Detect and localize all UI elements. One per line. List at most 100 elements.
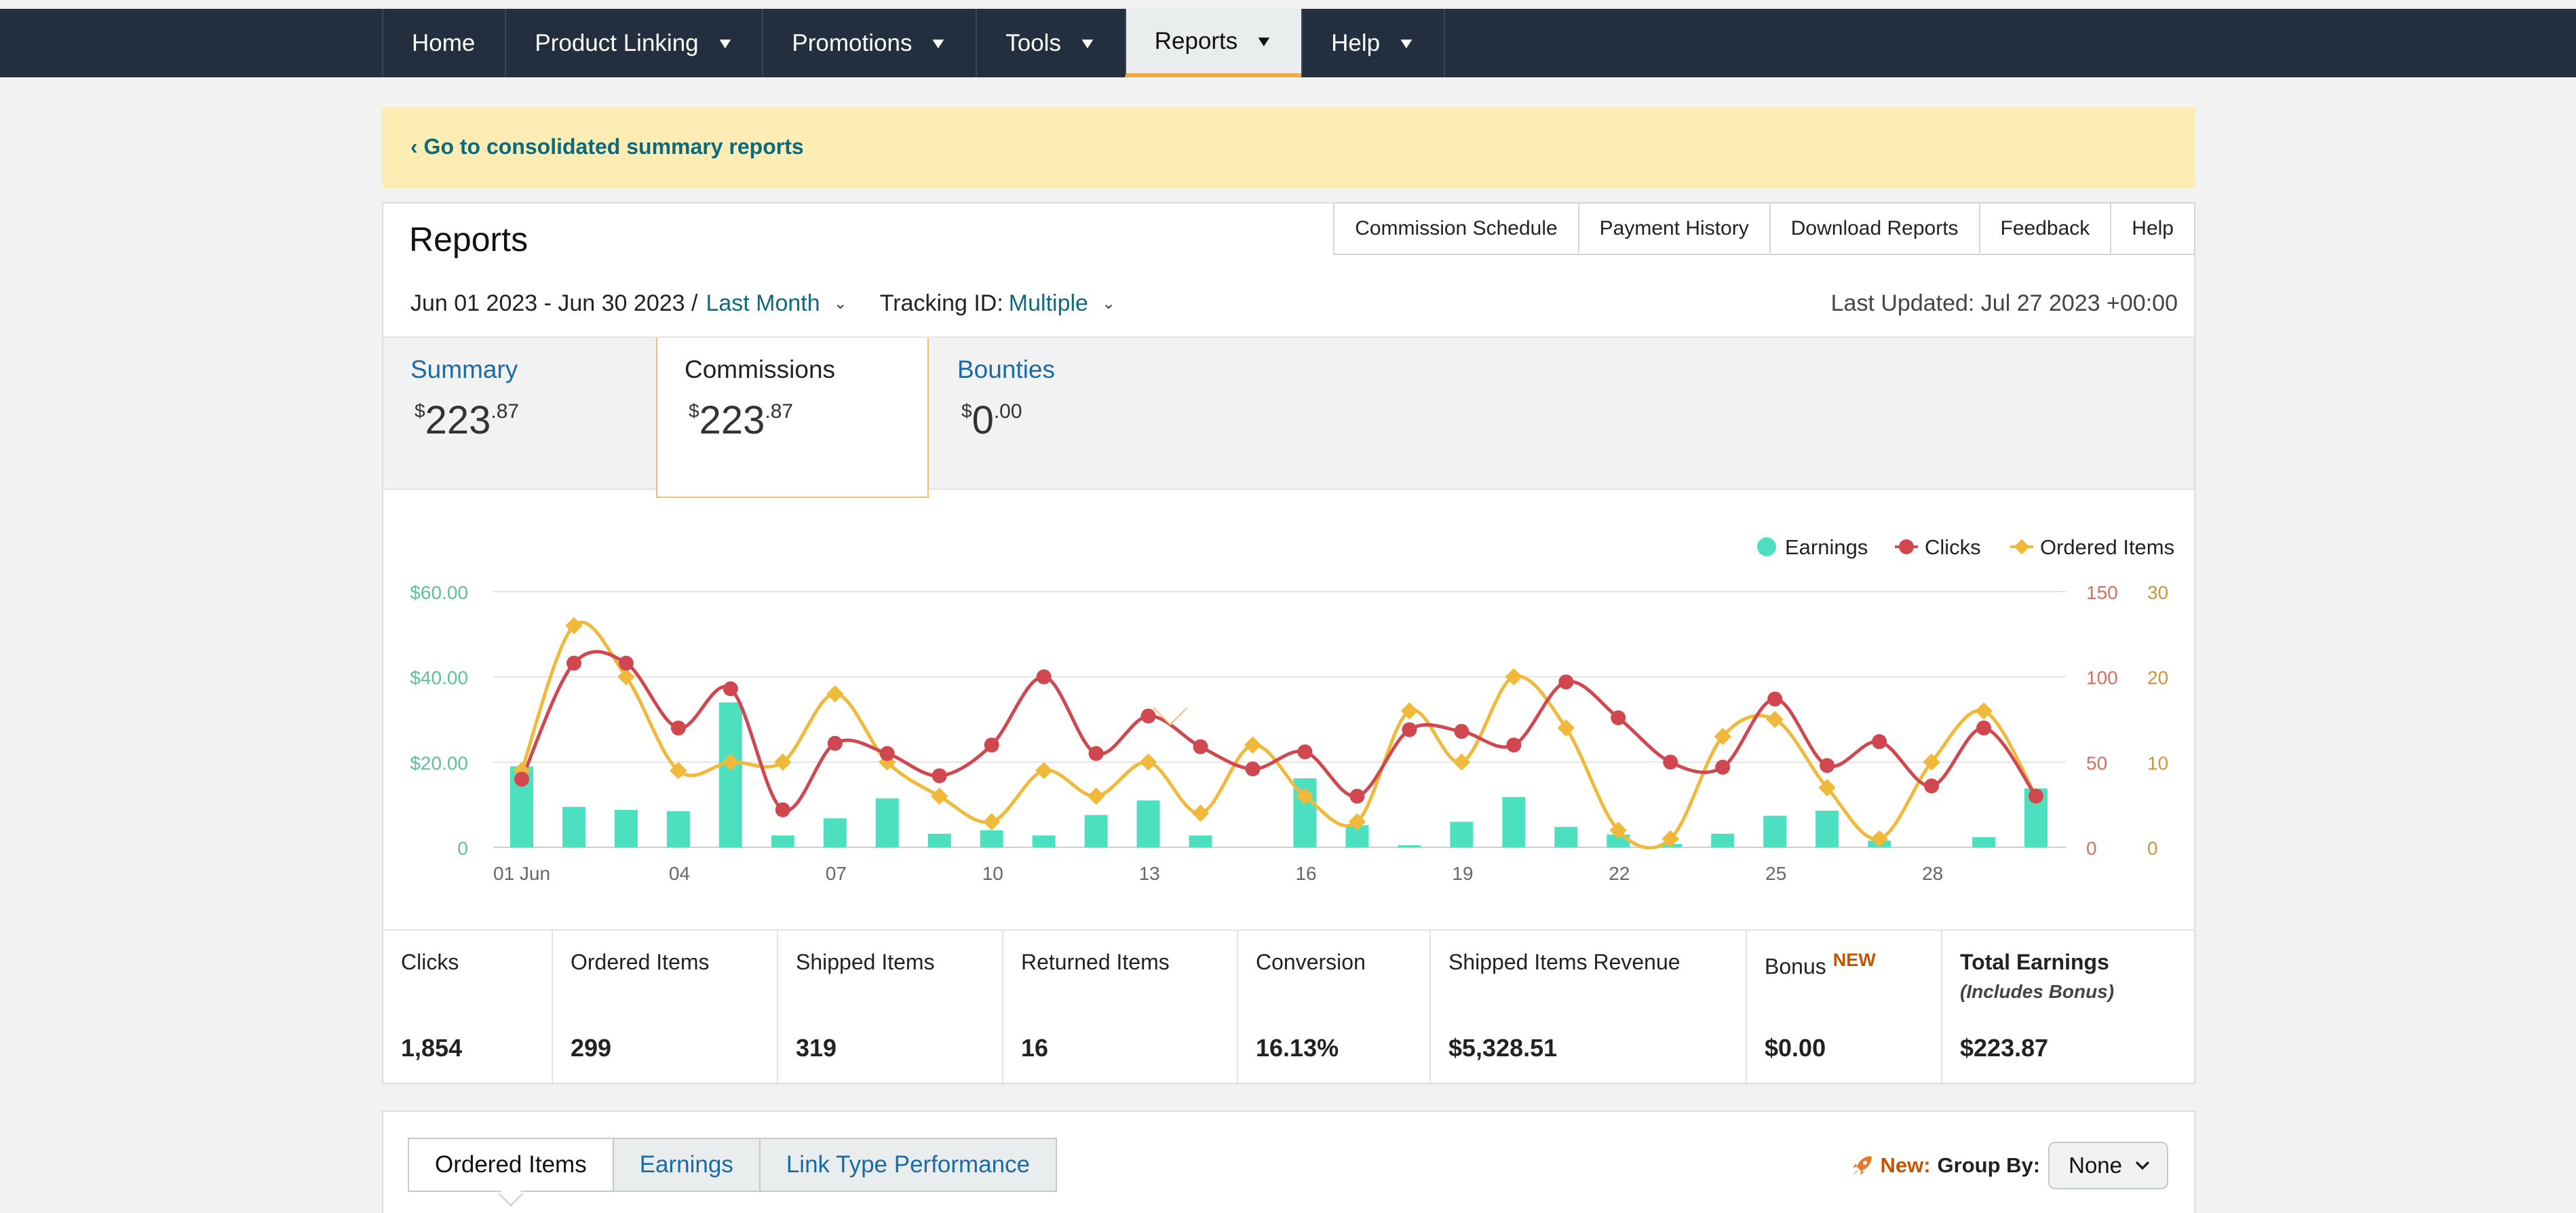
report-actions: Commission Schedule Payment History Down… bbox=[1333, 202, 2195, 255]
tab-commissions[interactable]: Commissions $223.87 bbox=[656, 338, 929, 498]
last-updated: Last Updated: Jul 27 2023 +00:00 bbox=[1830, 290, 2178, 316]
x-axis-tick: 10 bbox=[982, 863, 1003, 884]
nav-help[interactable]: Help ▼ bbox=[1301, 9, 1445, 77]
y-axis-ordered-tick: 20 bbox=[2147, 668, 2168, 689]
metric-label: Returned Items bbox=[1021, 950, 1170, 975]
ordered-items-point bbox=[1139, 753, 1157, 771]
tab-ordered-items[interactable]: Ordered Items bbox=[408, 1138, 614, 1192]
clicks-point bbox=[2029, 788, 2043, 804]
earnings-bar bbox=[1032, 835, 1056, 847]
tracking-label: Tracking ID: bbox=[879, 290, 1003, 316]
clicks-point bbox=[827, 735, 843, 751]
clicks-point bbox=[1349, 788, 1365, 804]
metric-value: 299 bbox=[571, 1034, 612, 1062]
nav-home[interactable]: Home bbox=[382, 9, 505, 77]
clicks-point bbox=[1924, 778, 1940, 794]
x-axis-tick: 22 bbox=[1609, 863, 1630, 884]
earnings-bar bbox=[1502, 796, 1526, 847]
tab-summary-amount: $223.87 bbox=[415, 398, 519, 443]
feedback-button[interactable]: Feedback bbox=[1978, 202, 2112, 255]
y-axis-ordered-tick: 0 bbox=[2147, 838, 2158, 859]
ordered-items-point bbox=[774, 753, 792, 771]
clicks-point bbox=[1611, 710, 1626, 725]
nav-menu: Home Product Linking ▼ Promotions ▼ Tools ▼… bbox=[382, 9, 1445, 77]
earnings-bar bbox=[1972, 836, 1996, 847]
tab-bounties[interactable]: Bounties $0.00 bbox=[930, 338, 1203, 491]
y-axis-clicks-tick: 150 bbox=[2086, 582, 2118, 603]
metric-label: Ordered Items bbox=[571, 950, 710, 975]
metric-value: 1,854 bbox=[401, 1034, 463, 1062]
payment-history-button[interactable]: Payment History bbox=[1577, 202, 1771, 255]
earnings-bar bbox=[1450, 822, 1474, 847]
clicks-point bbox=[1663, 754, 1678, 770]
group-by-select[interactable]: None bbox=[2048, 1142, 2168, 1189]
tracking-dropdown[interactable]: Multiple bbox=[1008, 290, 1088, 316]
chevron-down-icon[interactable]: ⌄ bbox=[1101, 294, 1116, 313]
tab-link-type-performance[interactable]: Link Type Performance bbox=[758, 1138, 1058, 1192]
tab-summary-label: Summary bbox=[410, 355, 518, 383]
clicks-point bbox=[1767, 691, 1783, 707]
clicks-point bbox=[1454, 724, 1469, 739]
metric-shipped-items: Shipped Items 319 bbox=[778, 931, 1003, 1085]
ordered-items-point bbox=[1453, 753, 1471, 771]
help-button[interactable]: Help bbox=[2110, 202, 2195, 255]
clicks-point bbox=[775, 802, 790, 817]
amount-int: 0 bbox=[972, 398, 994, 442]
tab-bounties-amount: $0.00 bbox=[961, 398, 1022, 443]
clicks-point bbox=[514, 771, 529, 787]
currency-symbol: $ bbox=[689, 400, 699, 421]
x-axis-tick: 19 bbox=[1452, 863, 1473, 884]
clicks-point bbox=[618, 655, 634, 671]
ordered-items-point bbox=[670, 762, 687, 779]
earnings-bar bbox=[614, 809, 638, 847]
caret-down-icon: ▼ bbox=[1396, 34, 1417, 52]
nav-promotions[interactable]: Promotions ▼ bbox=[762, 9, 976, 77]
metric-label-text: Returned Items bbox=[1021, 950, 1170, 974]
clicks-point bbox=[1036, 669, 1052, 685]
ordered-items-point bbox=[1035, 762, 1053, 779]
ordered-items-point bbox=[565, 617, 583, 634]
ordered-items-point bbox=[1244, 736, 1262, 754]
metrics-row: Clicks 1,854 Ordered Items 299 Shipped Items… bbox=[383, 929, 2194, 1085]
top-nav-bar: Home Product Linking ▼ Promotions ▼ Tools ▼… bbox=[0, 9, 2576, 77]
currency-symbol: $ bbox=[961, 400, 972, 421]
clicks-point bbox=[1976, 720, 1992, 736]
metric-label: Total Earnings bbox=[1960, 950, 2109, 975]
metric-label: Shipped Items bbox=[796, 950, 935, 975]
metric-label-text: Total Earnings bbox=[1960, 950, 2109, 974]
y-axis-left-tick: $40.00 bbox=[410, 668, 468, 689]
metric-label-text: Shipped Items Revenue bbox=[1448, 950, 1680, 974]
nav-product-linking[interactable]: Product Linking ▼ bbox=[505, 9, 762, 77]
earnings-bar bbox=[771, 835, 794, 847]
ordered-items-point bbox=[1714, 727, 1731, 746]
clicks-point bbox=[1297, 744, 1313, 760]
metric-label-text: Bonus bbox=[1765, 954, 1826, 979]
chevron-down-icon[interactable]: ⌄ bbox=[833, 294, 847, 313]
clicks-point bbox=[984, 737, 999, 753]
tab-earnings[interactable]: Earnings bbox=[612, 1138, 761, 1192]
nav-tools[interactable]: Tools ▼ bbox=[976, 9, 1125, 77]
download-reports-button[interactable]: Download Reports bbox=[1769, 202, 1980, 255]
clicks-point bbox=[879, 746, 895, 761]
y-axis-left-tick: 0 bbox=[457, 838, 468, 859]
ordered-items-point bbox=[1087, 787, 1105, 805]
tab-summary[interactable]: Summary $223.87 bbox=[383, 338, 656, 491]
consolidated-banner: ‹ Go to consolidated summary reports bbox=[382, 107, 2195, 188]
nav-reports[interactable]: Reports ▼ bbox=[1124, 9, 1302, 77]
nav-promotions-label: Promotions bbox=[792, 29, 912, 56]
metric-shipped-items-revenue: Shipped Items Revenue $5,328.51 bbox=[1431, 931, 1747, 1085]
earnings-bar bbox=[875, 798, 899, 847]
clicks-point bbox=[566, 655, 581, 671]
metric-value: 319 bbox=[796, 1034, 837, 1062]
metric-label-text: Conversion bbox=[1256, 950, 1366, 974]
commission-schedule-button[interactable]: Commission Schedule bbox=[1333, 202, 1579, 255]
chevron-down-icon bbox=[2135, 1161, 2150, 1170]
amount-dec: .87 bbox=[765, 400, 794, 423]
consolidated-summary-link[interactable]: ‹ Go to consolidated summary reports bbox=[410, 134, 804, 159]
period-dropdown[interactable]: Last Month bbox=[706, 290, 820, 316]
ordered-items-point bbox=[1661, 830, 1679, 848]
earnings-bar bbox=[1763, 815, 1787, 847]
reports-card: Reports Commission Schedule Payment Hist… bbox=[382, 202, 2195, 1085]
caret-down-icon: ▼ bbox=[1077, 34, 1098, 52]
new-label: New: bbox=[1880, 1153, 1931, 1177]
